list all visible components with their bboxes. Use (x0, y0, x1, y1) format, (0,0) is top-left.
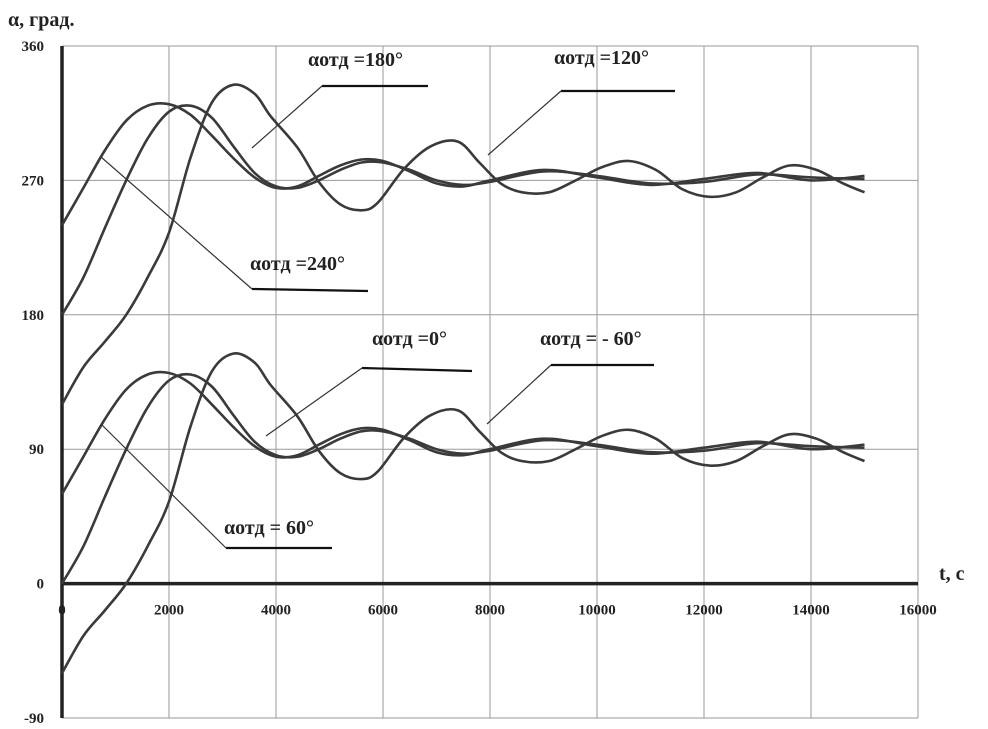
y-tick-label: 90 (29, 442, 44, 458)
grid-layer (62, 45, 919, 719)
x-axis-title: t, с (939, 563, 965, 585)
series-line-2 (60, 104, 865, 316)
x-tick-label: 10000 (578, 603, 616, 619)
annotation-leader (100, 423, 227, 549)
axes-layer (60, 46, 918, 718)
x-tick-label: 2000 (154, 603, 184, 619)
annotation-label: αотд =120° (554, 47, 649, 69)
x-tick-label: 4000 (261, 603, 291, 619)
series-line-4 (60, 370, 865, 495)
x-tick-label: 0 (58, 603, 66, 619)
x-tick-label: 14000 (792, 603, 830, 619)
annotation-leader (487, 90, 562, 156)
series-line-5 (60, 372, 865, 585)
annotation-underline (251, 287, 369, 293)
series-layer (60, 83, 865, 674)
annotation-leader (486, 364, 552, 425)
x-tick-label: 12000 (685, 603, 723, 619)
annotation-label: αотд =0° (372, 328, 447, 350)
series-line-6 (60, 352, 865, 674)
annotation-leader (251, 85, 323, 149)
annotation-label: αотд = 60° (224, 517, 314, 539)
y-tick-label: 0 (37, 577, 45, 593)
y-tick-label: 180 (22, 308, 45, 324)
annotation-label: αотд = - 60° (540, 328, 642, 350)
series-line-3 (60, 83, 865, 406)
annotation-label: αотд =180° (308, 49, 403, 71)
y-tick-label: 270 (22, 173, 45, 189)
annotation-leader (100, 156, 253, 290)
annotation-label: αотд =240° (250, 253, 345, 275)
annotation-underline (361, 366, 473, 373)
y-tick-label: -90 (24, 711, 44, 727)
annotation-layer: αотд =180° αотд =120° αотд =240° αотд =0° αо… (100, 47, 675, 550)
x-tick-label: 16000 (899, 603, 937, 619)
annotation-leader (265, 367, 363, 437)
x-tick-label: 8000 (475, 603, 505, 619)
y-tick-label: 360 (22, 39, 45, 55)
y-axis-title: α, град. (8, 9, 74, 31)
x-tick-label: 6000 (368, 603, 398, 619)
tick-label-layer: -90 0 90 180 270 360 0 2000 4000 6000 8000 10000 120… (22, 39, 937, 727)
series-line-1 (60, 102, 865, 226)
